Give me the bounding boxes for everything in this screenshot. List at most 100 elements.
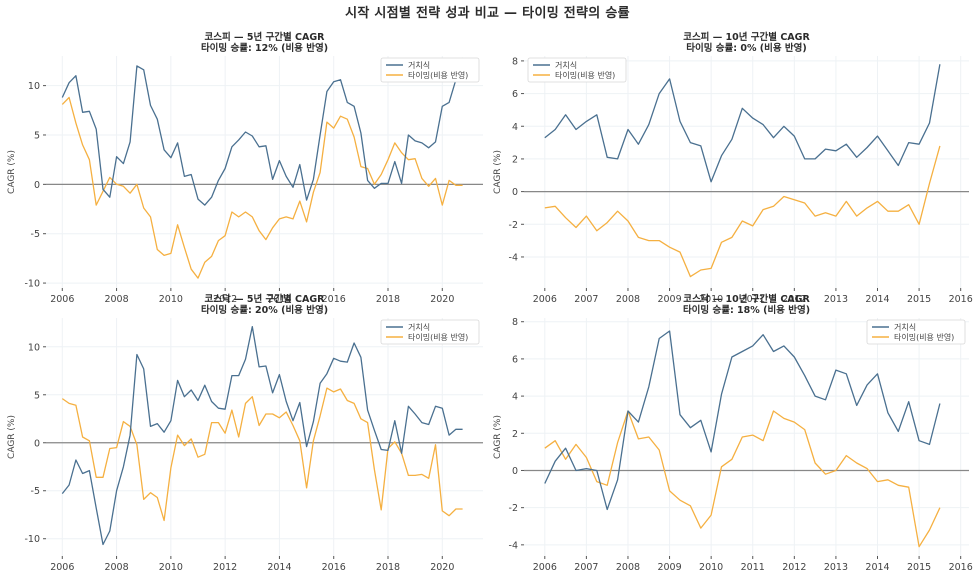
x-tick-label: 2020: [430, 562, 454, 573]
series-group: [61, 325, 463, 546]
x-tick-label: 2012: [782, 294, 806, 305]
y-axis-label: CAGR (%): [493, 415, 503, 459]
y-tick-label: 8: [512, 317, 518, 328]
series-line-timing: [61, 387, 463, 522]
figure-title: 시작 시점별 전략 성과 비교 — 타이밍 전략의 승률: [345, 6, 630, 21]
x-tick-label: 2006: [50, 294, 74, 305]
legend-box: [380, 319, 480, 345]
x-tick-label: 2015: [907, 294, 931, 305]
x-tick-label: 2014: [865, 562, 889, 573]
x-tick-label: 2010: [699, 562, 723, 573]
x-tick-label: 2016: [949, 562, 973, 573]
y-tick-label: 10: [28, 342, 40, 353]
legend-label: 거치식: [408, 323, 430, 332]
series-line-buy-hold: [61, 57, 464, 206]
x-tick-label: 2012: [213, 294, 237, 305]
x-tick-label: 2015: [907, 562, 931, 573]
x-tick-label: 2006: [533, 562, 557, 573]
chart-kosdaq-10y: 코스닥 — 10년 구간별 CAGR 타이밍 승률: 18% (비용 반영) 200…: [490, 290, 975, 573]
x-tick-label: 2008: [104, 294, 128, 305]
chart-title: 코스피 — 10년 구간별 CAGR: [683, 31, 810, 43]
y-tick-label: 0: [512, 187, 518, 198]
x-tick-label: 2009: [657, 294, 681, 305]
y-tick-label: 2: [512, 429, 518, 440]
x-tick-label: 2016: [322, 562, 346, 573]
y-axis-label: CAGR (%): [7, 415, 17, 459]
x-tick-label: 2014: [865, 294, 889, 305]
x-tick-label: 2008: [104, 562, 128, 573]
chart-subtitle: 타이밍 승률: 12% (비용 반영): [201, 42, 328, 54]
x-tick-label: 2006: [533, 294, 557, 305]
series-line-buy-hold: [544, 64, 941, 183]
series-group: [544, 64, 941, 278]
legend-label: 타이밍(비용 반영): [408, 332, 468, 342]
x-tick-label: 2012: [213, 562, 237, 573]
y-tick-label: 6: [512, 89, 518, 100]
legend-label: 타이밍(비용 반영): [408, 70, 468, 80]
chart-title: 코스닥 — 10년 구간별 CAGR: [683, 293, 810, 305]
y-tick-label: -10: [24, 279, 40, 290]
y-tick-label: -5: [31, 486, 40, 497]
series-line-timing: [61, 96, 463, 279]
y-tick-label: 8: [512, 56, 518, 67]
y-tick-label: -10: [24, 534, 40, 545]
x-tick-label: 2020: [430, 294, 454, 305]
x-tick-label: 2007: [574, 562, 598, 573]
x-tick-label: 2016: [949, 294, 973, 305]
y-tick-label: 0: [512, 466, 518, 477]
series-group: [544, 330, 941, 548]
legend-box: [866, 319, 966, 345]
legend-label: 거치식: [555, 61, 577, 70]
legend-label: 거치식: [408, 61, 430, 70]
x-tick-label: 2011: [741, 562, 765, 573]
legend-box: [380, 57, 480, 83]
y-tick-label: -2: [509, 220, 518, 231]
y-tick-label: 4: [512, 392, 518, 403]
series-line-buy-hold: [61, 325, 463, 546]
x-tick-label: 2014: [267, 294, 291, 305]
x-tick-label: 2016: [322, 294, 346, 305]
x-tick-label: 2013: [824, 562, 848, 573]
series-line-timing: [544, 410, 941, 548]
y-tick-label: 10: [28, 81, 40, 92]
legend-label: 거치식: [894, 323, 916, 332]
y-tick-label: -5: [31, 229, 40, 240]
chart-kosdaq-5y: 코스닥 — 5년 구간별 CAGR 타이밍 승률: 20% (비용 반영) 2006…: [0, 290, 490, 573]
chart-subtitle: 타이밍 승률: 0% (비용 반영): [686, 42, 807, 54]
y-tick-label: -4: [509, 252, 518, 263]
series-group: [61, 57, 464, 279]
chart-kospi-10y: 코스피 — 10년 구간별 CAGR 타이밍 승률: 0% (비용 반영) 2006…: [490, 28, 975, 305]
x-tick-label: 2011: [741, 294, 765, 305]
x-tick-label: 2009: [657, 562, 681, 573]
chart-kospi-5y: 코스피 — 5년 구간별 CAGR 타이밍 승률: 12% (비용 반영) 2006…: [0, 28, 490, 305]
chart-title: 코스피 — 5년 구간별 CAGR: [205, 31, 326, 43]
y-tick-label: 6: [512, 354, 518, 365]
y-axis-label: CAGR (%): [7, 150, 17, 194]
x-tick-label: 2010: [699, 294, 723, 305]
y-tick-label: 4: [512, 122, 518, 133]
y-tick-label: 2: [512, 154, 518, 165]
y-tick-label: -2: [509, 503, 518, 514]
series-line-timing: [544, 145, 941, 278]
legend-label: 타이밍(비용 반영): [555, 70, 615, 80]
y-tick-label: -4: [509, 540, 518, 551]
x-tick-label: 2010: [159, 294, 183, 305]
chart-subtitle: 타이밍 승률: 18% (비용 반영): [683, 304, 810, 316]
series-line-buy-hold: [544, 330, 941, 511]
y-tick-label: 5: [34, 390, 40, 401]
chart-title: 코스닥 — 5년 구간별 CAGR: [205, 293, 326, 305]
x-tick-label: 2013: [824, 294, 848, 305]
chart-subtitle: 타이밍 승률: 20% (비용 반영): [201, 304, 328, 316]
x-tick-label: 2012: [782, 562, 806, 573]
x-tick-label: 2008: [616, 294, 640, 305]
x-tick-label: 2014: [267, 562, 291, 573]
x-tick-label: 2018: [376, 294, 400, 305]
legend-label: 타이밍(비용 반영): [894, 332, 954, 342]
